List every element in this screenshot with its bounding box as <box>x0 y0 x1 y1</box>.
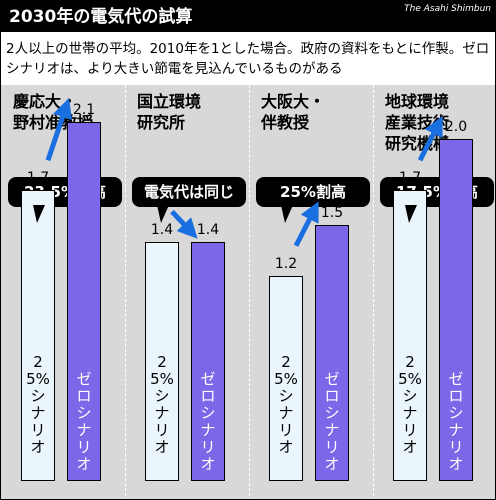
group-label-line: 地球環境 <box>385 92 450 111</box>
column-separator <box>249 85 250 499</box>
credit-text: The Asahi Shimbun <box>404 4 491 14</box>
group-label: 国立環境 研究所 <box>137 91 201 133</box>
chart-title: 2030年の電気代の試算 <box>9 7 193 27</box>
bar-25-scenario <box>393 190 427 481</box>
header-bar: 2030年の電気代の試算 The Asahi Shimbun <box>1 1 495 32</box>
column-separator <box>373 85 374 499</box>
bar-series-label: 25%シナリオ <box>150 353 174 456</box>
chart-subtitle: 2人以上の世帯の平均。2010年を1とした場合。政府の資料をもとに作製。ゼロシナ… <box>6 41 490 77</box>
data-value-label: 2.0 <box>444 119 468 135</box>
group-label-line: 国立環境 <box>137 92 202 111</box>
bar-zero-scenario <box>315 224 349 481</box>
bar-series-label: ゼロシナリオ <box>324 370 340 473</box>
callout-box: 電気代は同じ <box>132 177 246 207</box>
bar-series-label: ゼロシナリオ <box>200 370 216 473</box>
data-value-label: 1.7 <box>398 170 422 187</box>
bar-series-label: 25%シナリオ <box>26 353 50 456</box>
bar-series-label: ゼロシナリオ <box>448 370 464 473</box>
bar-series-label: 25%シナリオ <box>274 353 298 456</box>
data-value-label: 1.7 <box>26 170 50 187</box>
data-value-label: 1.4 <box>196 221 220 238</box>
data-value-label: 2.1 <box>72 101 96 118</box>
bar-25-scenario <box>21 190 55 481</box>
group-label: 大阪大・ 伴教授 <box>261 91 325 133</box>
data-value-label: 1.2 <box>274 255 298 272</box>
bar-zero-scenario <box>67 121 101 481</box>
callout-box: 25%割高 <box>256 177 370 207</box>
data-value-label: 1.4 <box>150 221 174 238</box>
bar-zero-scenario <box>191 241 225 481</box>
data-value-label: 1.5 <box>320 204 344 221</box>
bar-25-scenario <box>145 241 179 481</box>
column-separator <box>125 85 126 499</box>
bar-zero-scenario <box>439 139 473 481</box>
bar-series-label: ゼロシナリオ <box>76 370 92 473</box>
group-label-line: 研究所 <box>137 113 186 132</box>
group-label-line: 伴教授 <box>261 113 310 132</box>
bar-25-scenario <box>269 275 303 481</box>
group-label-line: 大阪大・ <box>261 92 326 111</box>
bar-series-label: 25%シナリオ <box>398 353 422 456</box>
